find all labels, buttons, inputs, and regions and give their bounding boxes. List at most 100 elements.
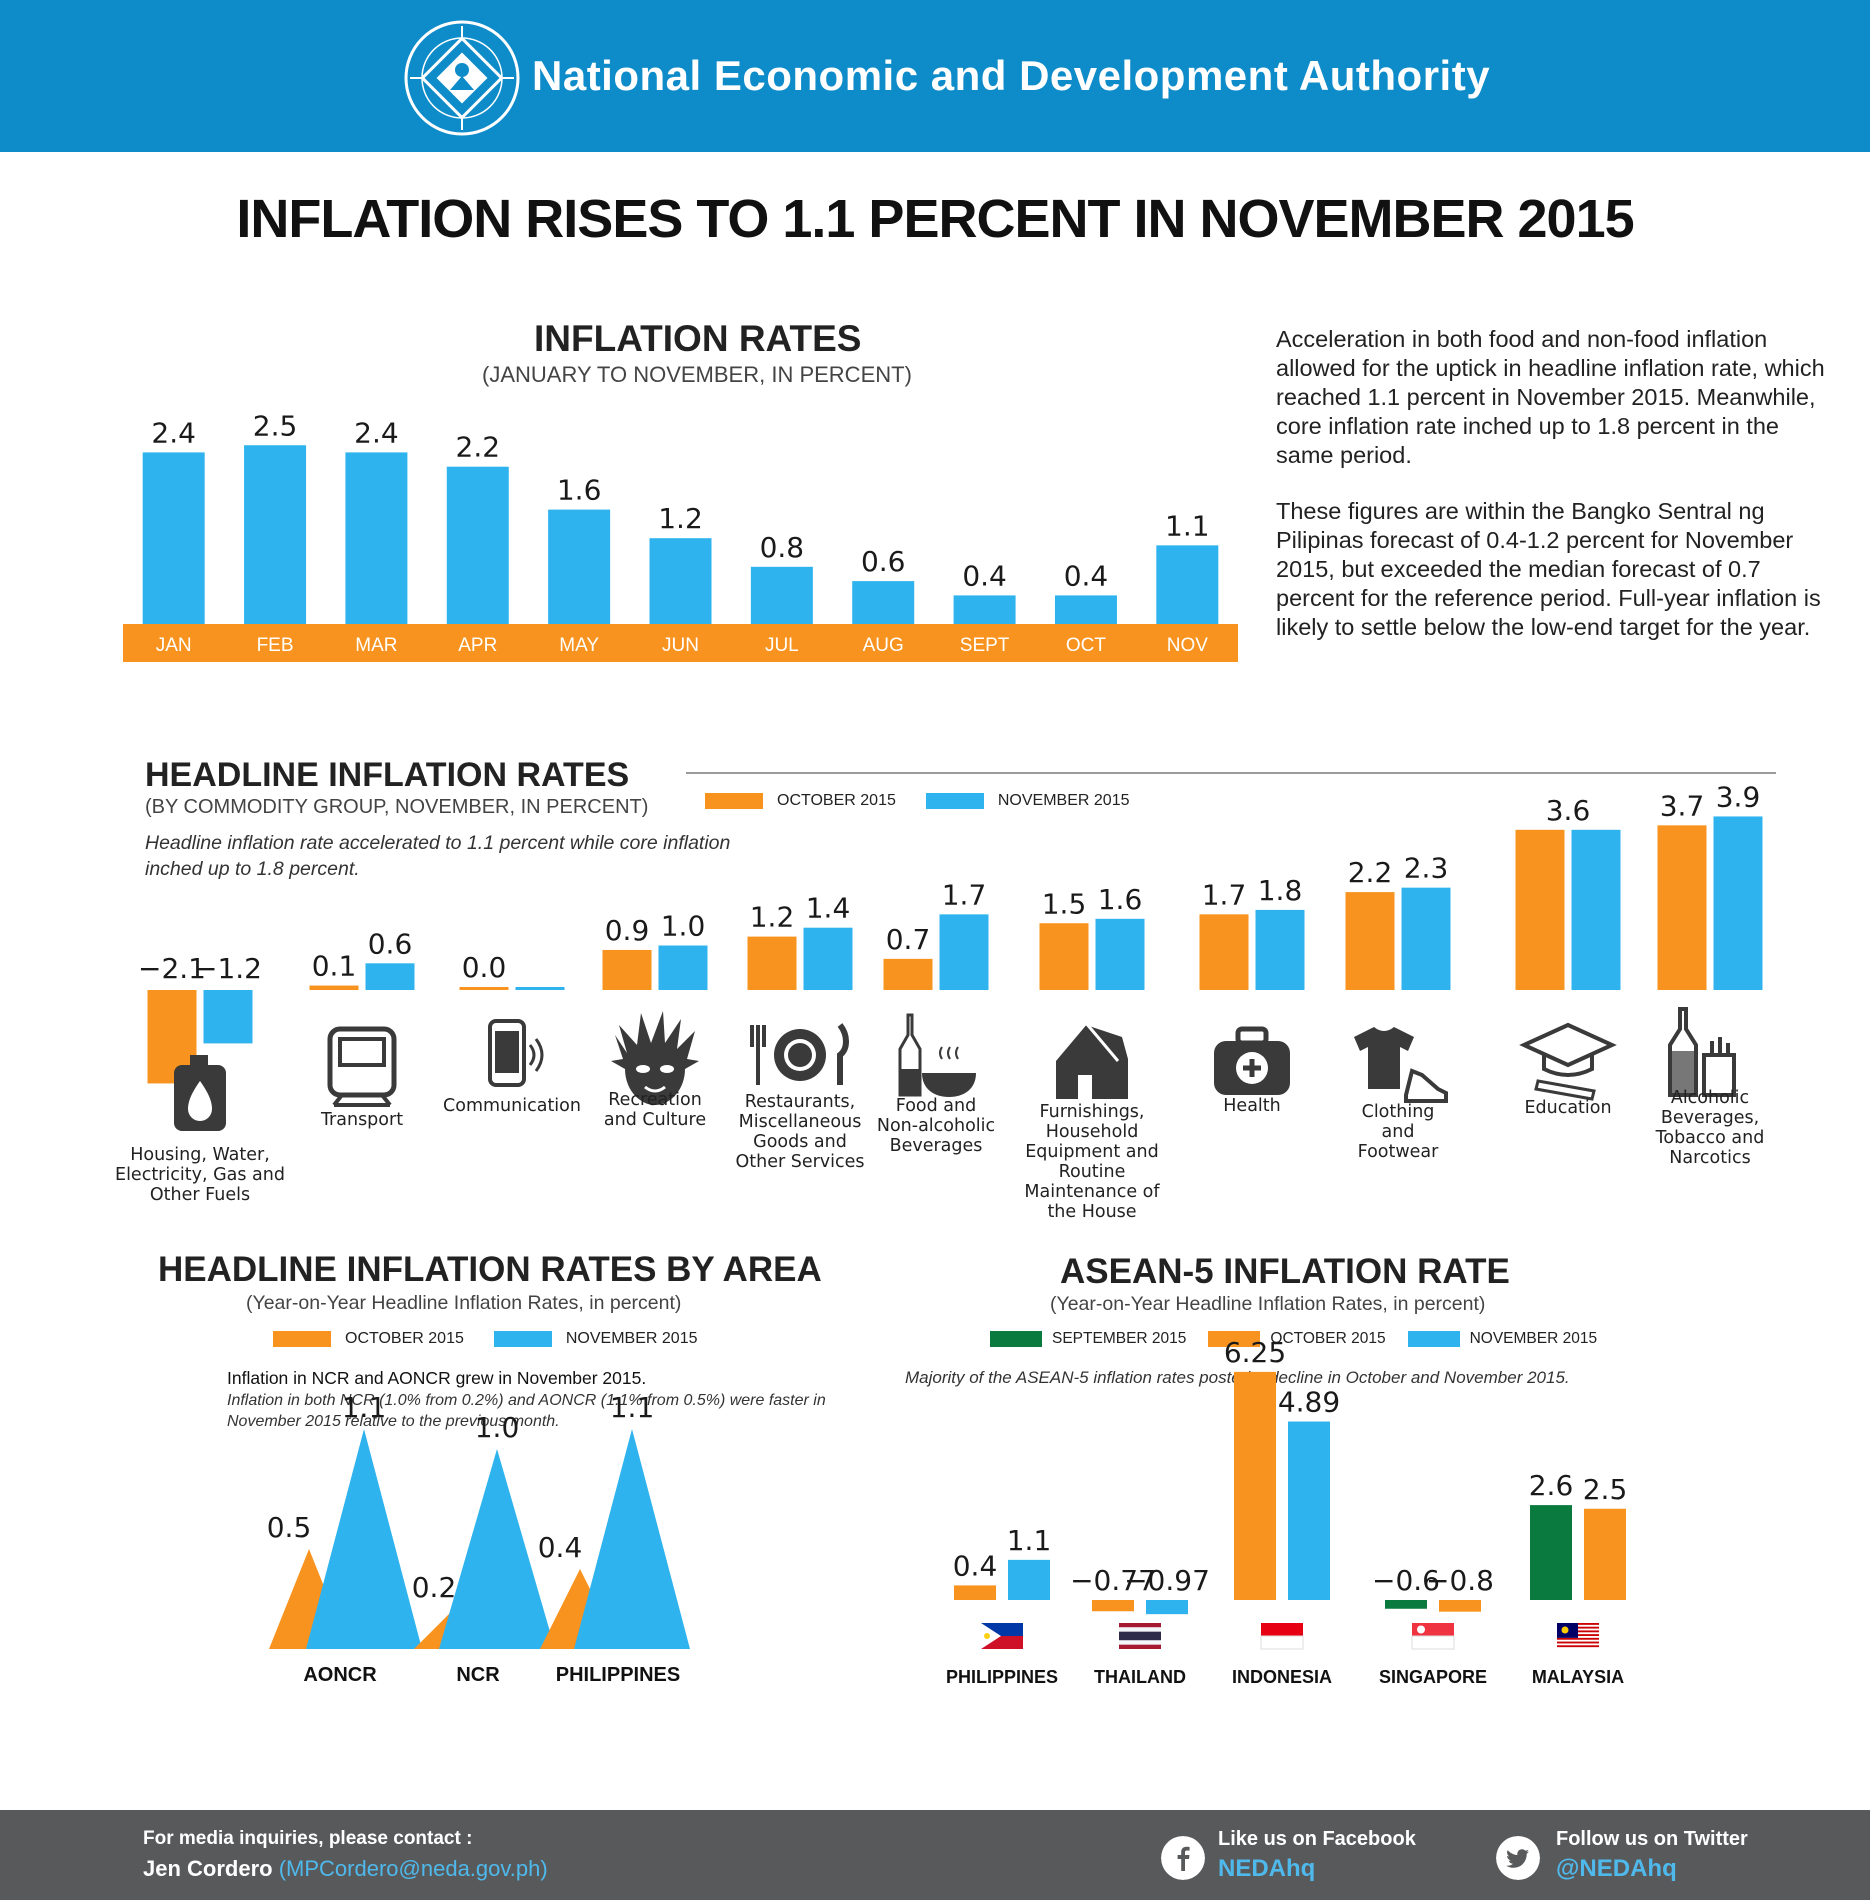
month-value-label: 0.4	[962, 559, 1007, 592]
nov-triangle	[439, 1449, 555, 1649]
category-label-line: Household	[1046, 1122, 1139, 1142]
dining-icon	[750, 1023, 849, 1085]
legend-label: OCTOBER 2015	[777, 792, 896, 809]
flag-philippines-icon	[981, 1623, 1023, 1649]
asean-legend: SEPTEMBER 2015 OCTOBER 2015 NOVEMBER 201…	[990, 1330, 1627, 1348]
legend-item-november: NOVEMBER 2015	[493, 1330, 697, 1348]
asean-bar	[1385, 1600, 1427, 1609]
area-legend: OCTOBER 2015 NOVEMBER 2015	[273, 1330, 727, 1348]
bottle-liquid	[901, 1069, 919, 1095]
asean-country-label: PHILIPPINES	[946, 1667, 1058, 1687]
asean-value-label: 4.89	[1278, 1386, 1340, 1419]
month-bar	[1054, 595, 1117, 624]
area-note-bold: Inflation in NCR and AONCR grew in Novem…	[227, 1368, 647, 1388]
commodity-chart-title: HEADLINE INFLATION RATES	[145, 756, 630, 794]
asean-bar	[1234, 1371, 1276, 1600]
category-label-line: Narcotics	[1669, 1148, 1750, 1168]
cigarettes	[1710, 1037, 1730, 1055]
facebook-label: Like us on Facebook	[1218, 1828, 1416, 1850]
oct-bar	[1657, 825, 1707, 990]
oct-value-label: 1.5	[1042, 887, 1087, 920]
nov-bar	[1255, 909, 1305, 990]
month-value-label: 0.4	[1064, 559, 1109, 592]
month-bar	[750, 566, 813, 624]
house-shape	[1056, 1025, 1128, 1099]
flag-thailand-icon	[1119, 1623, 1161, 1649]
category-label-line: Other Fuels	[150, 1185, 250, 1205]
asean-value-label: 0.4	[953, 1549, 998, 1582]
flag-singapore-icon	[1411, 1623, 1455, 1650]
flag-stripe	[1119, 1644, 1161, 1649]
area-chart-subtitle: (Year-on-Year Headline Inflation Rates, …	[246, 1292, 682, 1314]
oct-bar	[1039, 923, 1089, 990]
month-bar	[1156, 545, 1219, 624]
twitter-link[interactable]: Follow us on Twitter @NEDAhq	[1556, 1828, 1748, 1883]
month-value-label: 2.4	[151, 416, 196, 449]
oct-value-label: 0.9	[605, 914, 650, 947]
oct-value-label: 3.6	[1546, 794, 1591, 827]
month-bar	[953, 595, 1016, 624]
category-label-line: Food and	[896, 1096, 976, 1116]
month-tick-label: AUG	[863, 635, 904, 656]
category-label-line: Footwear	[1358, 1142, 1440, 1162]
month-bar	[345, 452, 408, 624]
area-inflation-chart: 0.5 1.1 AONCR 0.2 1.0 NCR 0.4 1.1 PHILIPPINES	[267, 1391, 690, 1686]
area-chart-title: HEADLINE INFLATION RATES BY AREA	[158, 1250, 822, 1289]
legend-label: NOVEMBER 2015	[1469, 1330, 1598, 1347]
monthly-inflation-chart: 2.4 JAN 2.5 FEB 2.4 MAR 2.2 APR 1.6 MAY 1.2 JUN 0.8 J…	[123, 409, 1238, 662]
train-window	[338, 1037, 386, 1067]
kit-handle	[1235, 1026, 1269, 1046]
legend-label: NOVEMBER 2015	[997, 792, 1130, 809]
house-roofline	[1052, 1020, 1120, 1062]
category-label-line: the House	[1047, 1202, 1136, 1222]
contact-email-link[interactable]: (MPCordero@neda.gov.ph)	[278, 1856, 548, 1881]
nov-triangle	[574, 1429, 690, 1649]
facebook-link[interactable]: Like us on Facebook NEDAhq	[1218, 1828, 1416, 1883]
category-label-line: Education	[1524, 1098, 1611, 1118]
nov-bar	[1401, 887, 1451, 990]
month-tick-label: OCT	[1066, 635, 1107, 656]
oct-value-label: 0.4	[538, 1531, 583, 1564]
month-axis-band	[123, 624, 1238, 662]
twitter-icon[interactable]	[1496, 1836, 1540, 1880]
flag-stripe	[1261, 1623, 1303, 1636]
legend-label: OCTOBER 2015	[1270, 1330, 1386, 1347]
month-tick-label: JAN	[156, 635, 192, 656]
legend-label: SEPTEMBER 2015	[1052, 1330, 1187, 1347]
nov-bar	[1713, 816, 1763, 990]
asean-value-label: 1.1	[1007, 1524, 1052, 1557]
month-tick-label: SEPT	[960, 635, 1010, 656]
nov-value-label: 3.9	[1716, 780, 1761, 813]
commodity-legend: OCTOBER 2015 NOVEMBER 2015	[705, 792, 1159, 810]
flag-stripe	[1119, 1623, 1161, 1628]
nov-bar	[803, 927, 853, 990]
month-value-label: 2.4	[354, 416, 399, 449]
oct-value-label: 0.0	[462, 951, 507, 984]
asean-bar	[1146, 1600, 1188, 1615]
asean-country-label: INDONESIA	[1232, 1667, 1332, 1687]
bottle-outline	[898, 1013, 922, 1097]
facebook-icon[interactable]	[1161, 1836, 1205, 1880]
legend-item-november: NOVEMBER 2015	[925, 792, 1130, 810]
graduation-cap-icon	[1519, 1022, 1617, 1101]
category-label-line: Clothing	[1362, 1102, 1435, 1122]
asean-country-label: MALAYSIA	[1532, 1667, 1624, 1687]
phone-waves	[528, 1038, 544, 1072]
category-label-line: Alcoholic	[1671, 1088, 1749, 1108]
asean-value-label: −0.97	[1124, 1564, 1210, 1597]
flag-stripe	[1557, 1641, 1599, 1644]
nov-bar	[1095, 918, 1145, 990]
month-value-label: 2.5	[253, 409, 298, 442]
month-bar	[649, 538, 712, 624]
area-category-label: PHILIPPINES	[556, 1664, 680, 1686]
flag-moon	[1417, 1625, 1425, 1634]
bottle-cigarette-icon	[1668, 1007, 1736, 1097]
oct-value-label: 1.2	[750, 901, 795, 934]
category-label-line: Transport	[320, 1110, 403, 1130]
nov-bar	[658, 945, 708, 990]
area-category-label: NCR	[456, 1664, 500, 1686]
oct-value-label: 0.1	[312, 950, 357, 983]
area-note-italic: Inflation in both NCR (1.0% from 0.2%) a…	[227, 1392, 826, 1430]
asean-bar	[954, 1585, 996, 1600]
mask-icon	[611, 1011, 699, 1105]
